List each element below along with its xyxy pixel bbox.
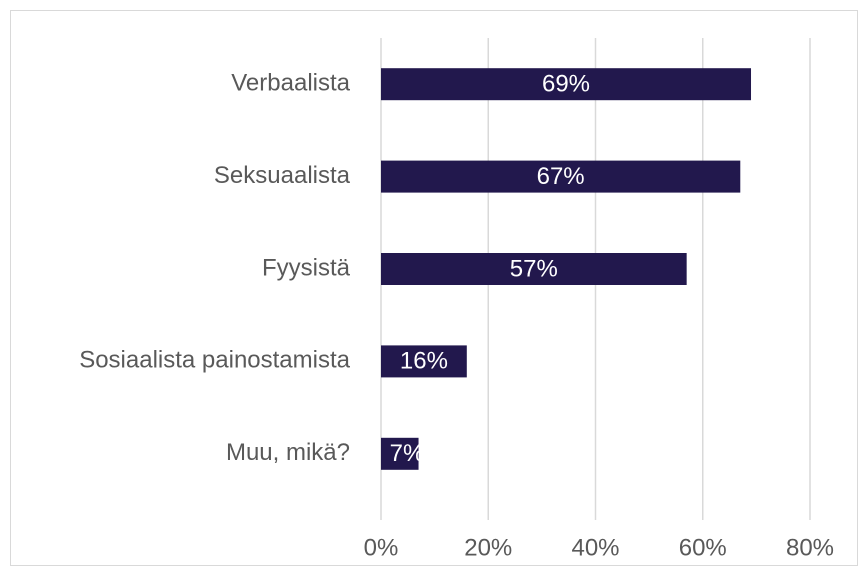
x-tick-label: 0% <box>364 534 399 561</box>
y-tick-label: Muu, mikä? <box>226 439 350 466</box>
bar <box>381 437 419 470</box>
x-tick-label: 20% <box>464 534 512 561</box>
x-tick-label: 60% <box>679 534 727 561</box>
y-tick-label: Seksuaalista <box>214 162 351 189</box>
y-tick-label: Sosiaalista painostamista <box>79 347 350 374</box>
y-tick-label: Fyysistä <box>262 254 351 281</box>
bar <box>381 253 687 285</box>
x-tick-label: 80% <box>786 534 834 561</box>
data-label: 69% <box>542 71 590 98</box>
x-tick-label: 40% <box>571 534 619 561</box>
bar <box>381 68 752 101</box>
data-label: 57% <box>510 255 558 282</box>
data-label: 67% <box>537 163 585 190</box>
y-tick-label: Verbaalista <box>231 70 350 97</box>
data-label: 7% <box>390 440 425 467</box>
bar <box>381 345 467 378</box>
chart-border <box>10 10 858 566</box>
data-label: 16% <box>400 348 448 375</box>
bar <box>381 160 741 193</box>
